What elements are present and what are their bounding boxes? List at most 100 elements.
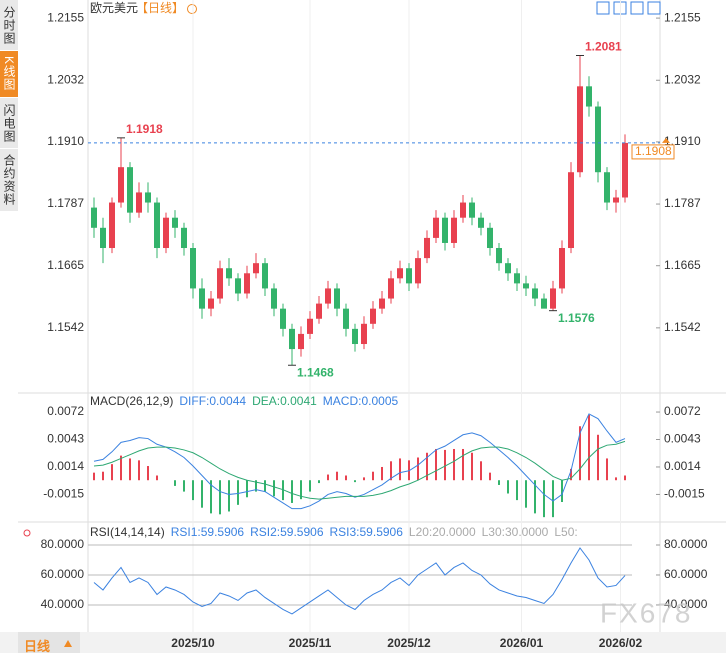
y-tick-label-right: 80.0000 xyxy=(664,537,708,551)
y-tick-label-right: 1.1665 xyxy=(664,258,701,272)
candle-body xyxy=(559,248,565,289)
period-label[interactable]: 日线 xyxy=(24,639,51,654)
panel-legend: RSI(14,14,14) RSI1:59.5906 RSI2:59.5906 RSI… xyxy=(90,525,578,539)
y-tick-label-right: -0.0015 xyxy=(664,487,705,501)
candle-body xyxy=(289,328,295,350)
y-tick-label: 1.1665 xyxy=(47,258,84,272)
y-tick-label: 1.1787 xyxy=(47,196,84,210)
settings-icon[interactable] xyxy=(23,529,31,537)
candle-body xyxy=(586,86,592,107)
toolbar[interactable] xyxy=(596,1,661,15)
y-tick-label: 1.2155 xyxy=(47,10,84,24)
candle-body xyxy=(325,288,331,304)
last-price-arrow xyxy=(662,137,670,143)
y-tick-label-right: 1.1542 xyxy=(664,320,701,334)
candle-body xyxy=(514,273,520,284)
legend-label: RSI2:59.5906 xyxy=(250,525,324,539)
candle-body xyxy=(262,263,268,289)
candle-body xyxy=(451,217,457,243)
candle-body xyxy=(478,217,484,228)
legend-entry: RSI1:59.5906 xyxy=(171,525,245,539)
candle-body xyxy=(316,303,322,319)
candle-body xyxy=(271,288,277,309)
x-tick-label: 2025/10 xyxy=(171,636,215,650)
candle-body xyxy=(172,217,178,228)
candle-body xyxy=(253,263,259,274)
candle-body xyxy=(541,298,547,309)
y-tick-label: 1.1542 xyxy=(47,320,84,334)
candle-body xyxy=(622,142,628,198)
candle-body xyxy=(469,202,475,218)
period-arrow[interactable] xyxy=(64,640,72,647)
candle-body xyxy=(523,283,529,289)
y-tick-label-right: 1.1787 xyxy=(664,196,701,210)
period-button[interactable] xyxy=(18,632,80,653)
legend-label: L20:20.0000 xyxy=(409,525,476,539)
candle-body xyxy=(406,268,412,284)
candle-body xyxy=(532,288,538,299)
extreme-label: 1.1576 xyxy=(558,311,595,325)
last-price-label: 1.1908 xyxy=(635,144,672,158)
extreme-label: 1.1918 xyxy=(126,122,163,136)
candle-body xyxy=(334,288,340,309)
extreme-label: 1.1468 xyxy=(297,365,334,379)
candle-body xyxy=(352,328,358,345)
candle-body xyxy=(154,202,160,249)
y-tick-label-right: 60.0000 xyxy=(664,567,708,581)
y-tick-label: 1.1910 xyxy=(47,134,84,148)
y-tick-label: 0.0043 xyxy=(47,432,84,446)
candle-body xyxy=(181,227,187,249)
candle-body xyxy=(370,308,376,324)
y-tick-label: 1.2032 xyxy=(47,72,84,86)
candle-body xyxy=(487,227,493,249)
candle-body xyxy=(118,167,124,203)
candle-body xyxy=(433,217,439,238)
candle-body xyxy=(496,248,502,264)
candle-body xyxy=(208,298,214,309)
candle-body xyxy=(595,106,601,173)
candle-body xyxy=(145,192,151,203)
candle-body xyxy=(577,86,583,173)
extreme-label: 1.2081 xyxy=(585,40,622,54)
y-tick-label: 0.0072 xyxy=(47,404,84,418)
tab[interactable]: 闪电图 xyxy=(0,98,18,149)
legend-label: L30:30.0000 xyxy=(482,525,549,539)
legend-label: L50: xyxy=(554,525,577,539)
panel-title: RSI(14,14,14) xyxy=(90,525,165,539)
y-tick-label-right: 40.0000 xyxy=(664,597,708,611)
candle-body xyxy=(568,172,574,249)
tab-active[interactable]: K线图 xyxy=(0,51,18,98)
series-line xyxy=(93,547,626,615)
legend-entry: DEA:0.0041 xyxy=(252,394,317,408)
tab[interactable]: 合约资料 xyxy=(0,149,18,212)
y-tick-label: 40.0000 xyxy=(41,597,85,611)
candle-body xyxy=(361,323,367,345)
candle-body xyxy=(505,263,511,274)
candle-body xyxy=(91,207,97,228)
chart-subtitle: 【日线】 xyxy=(136,1,184,15)
candle-body xyxy=(127,167,133,213)
add-icon[interactable] xyxy=(187,4,197,14)
candle-body xyxy=(217,268,223,299)
candle-body xyxy=(379,298,385,309)
candle-body xyxy=(550,288,556,309)
y-tick-label: 60.0000 xyxy=(41,567,85,581)
x-tick-label: 2026/02 xyxy=(599,636,643,650)
tab[interactable]: 分时图 xyxy=(0,0,18,51)
candle-body xyxy=(613,197,619,203)
y-tick-label-right: 0.0043 xyxy=(664,432,701,446)
candle-body xyxy=(100,227,106,249)
x-tick-label: 2025/11 xyxy=(289,636,332,650)
y-tick-label: 0.0014 xyxy=(47,459,84,473)
candle-body xyxy=(604,172,610,203)
y-tick-label-right: 0.0072 xyxy=(664,404,701,418)
candle-body xyxy=(280,308,286,329)
candle-body xyxy=(136,192,142,213)
candle-body xyxy=(307,318,313,334)
y-tick-label: -0.0015 xyxy=(43,487,84,501)
candle-body xyxy=(244,273,250,294)
last-price-box xyxy=(631,144,675,160)
candle-body xyxy=(397,268,403,279)
